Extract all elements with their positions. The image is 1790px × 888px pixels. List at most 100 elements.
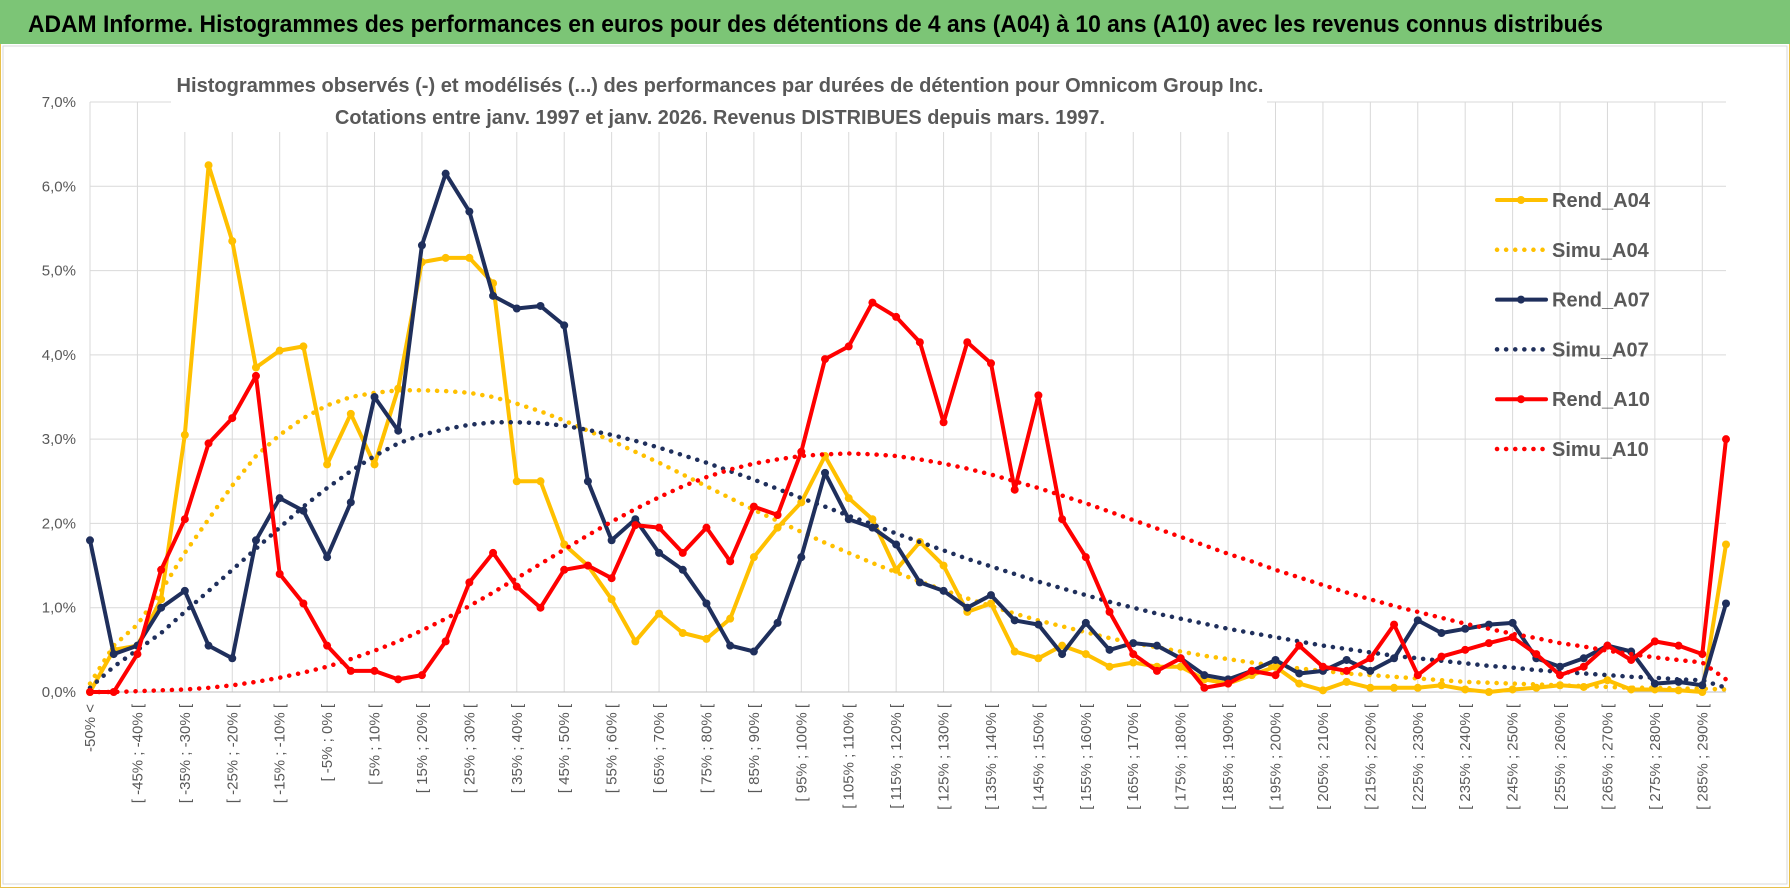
data-point (133, 650, 142, 659)
data-point (441, 253, 450, 262)
data-point (560, 565, 569, 574)
data-point (536, 301, 545, 310)
y-tick-label: 0,0% (42, 684, 76, 701)
y-tick-label: 7,0% (42, 94, 76, 111)
data-point (702, 599, 711, 608)
x-tick-label: [ -15% ; -10% [ (272, 703, 289, 803)
data-point (1105, 607, 1114, 616)
legend-label: Rend_A04 (1552, 190, 1651, 212)
data-point (1722, 599, 1730, 608)
x-tick-label: [ 275% ; 280% [ (1647, 703, 1664, 810)
x-tick-label: [ 225% ; 230% [ (1410, 703, 1427, 810)
x-tick-label: [ 215% ; 220% [ (1362, 703, 1379, 810)
data-point (1081, 650, 1090, 659)
chart-frame (2, 45, 1788, 885)
data-point (275, 494, 284, 503)
data-point (702, 634, 711, 643)
data-point (1058, 650, 1067, 659)
data-point (1674, 641, 1683, 650)
data-point (1295, 679, 1304, 688)
x-tick-label: [ 285% ; 290% [ (1694, 703, 1711, 810)
series-line (87, 420, 1729, 691)
data-point (1698, 650, 1707, 659)
data-point (370, 666, 379, 675)
y-tick-label: 1,0% (42, 600, 76, 617)
data-point (275, 570, 284, 578)
data-point (678, 565, 687, 574)
x-tick-label: [ 5% ; 10% [ (367, 703, 384, 785)
data-point (1105, 662, 1114, 671)
data-point (631, 521, 640, 530)
data-point (204, 439, 213, 448)
data-point (109, 688, 118, 696)
data-point (821, 355, 830, 364)
data-point (1508, 685, 1517, 694)
data-point (844, 494, 853, 503)
data-point (1556, 671, 1565, 680)
data-point (536, 477, 545, 486)
data-point (607, 536, 616, 545)
x-tick-label: [ -5% ; 0% [ (319, 703, 336, 781)
data-point (1342, 666, 1351, 675)
data-point (157, 565, 166, 574)
data-point (749, 647, 758, 656)
x-tick-label: [ 35% ; 40% [ (509, 703, 526, 793)
data-point (821, 468, 830, 477)
data-point (299, 506, 308, 515)
data-point (536, 603, 545, 612)
data-point (180, 515, 189, 524)
data-point (275, 346, 284, 355)
data-point (1200, 683, 1209, 692)
data-point (1579, 662, 1588, 671)
data-point (631, 515, 640, 524)
legend-marker (1517, 196, 1525, 204)
data-point (180, 430, 189, 439)
data-point (1603, 641, 1612, 650)
data-point (892, 565, 901, 574)
data-point (1413, 616, 1422, 625)
data-point (1390, 620, 1399, 629)
data-point (441, 169, 450, 178)
data-point (1010, 485, 1019, 494)
data-point (1152, 641, 1161, 650)
data-point (1437, 681, 1446, 690)
data-point (1271, 655, 1280, 664)
data-point (1081, 553, 1090, 562)
data-point (251, 371, 260, 380)
data-point (465, 253, 474, 262)
data-point (583, 477, 592, 486)
data-point (749, 502, 758, 511)
data-point (228, 414, 237, 423)
x-tick-label: [ 125% ; 130% [ (936, 703, 953, 810)
data-point (299, 342, 308, 351)
data-point (1461, 645, 1470, 654)
data-point (1318, 662, 1327, 671)
x-tick-label: [ 85% ; 90% [ (746, 703, 763, 793)
x-tick-label: [ 245% ; 250% [ (1505, 703, 1522, 810)
data-point (1318, 686, 1327, 695)
data-point (370, 460, 379, 469)
x-tick-label: [ 145% ; 150% [ (1030, 703, 1047, 810)
data-point (607, 574, 616, 583)
data-point (417, 671, 426, 680)
data-point (1722, 540, 1730, 549)
data-point (963, 603, 972, 612)
data-point (512, 304, 521, 313)
x-tick-label: [ 105% ; 110% [ (841, 703, 858, 809)
x-tick-label: [ 115% ; 120% [ (888, 703, 905, 809)
data-point (702, 523, 711, 532)
data-point (1200, 671, 1209, 680)
data-point (773, 511, 782, 519)
data-point (1508, 618, 1517, 627)
data-point (1650, 679, 1659, 688)
data-point (1129, 650, 1138, 659)
data-point (915, 578, 924, 587)
grid: 0,0% 1,0% 2,0% 3,0% 4,0% 5,0% 6,0% 7,0% -50% < [ … (42, 94, 1726, 810)
data-point (489, 548, 498, 557)
data-point (749, 553, 758, 562)
data-point (204, 161, 213, 170)
data-point (512, 477, 521, 486)
series-line (87, 451, 1729, 695)
data-point (939, 418, 948, 427)
